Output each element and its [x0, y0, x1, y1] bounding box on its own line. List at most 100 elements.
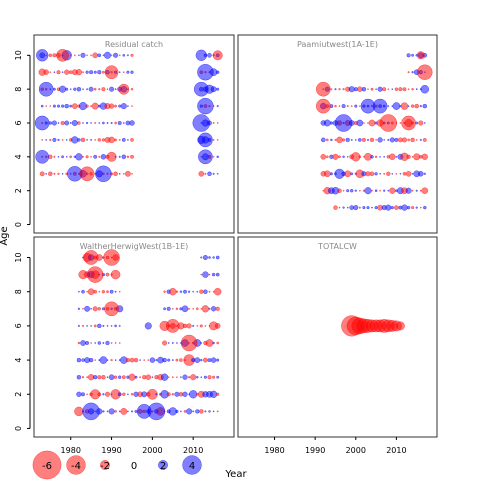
- residual-bubble: [71, 103, 78, 109]
- residual-bubble: [93, 324, 97, 328]
- residual-bubble: [202, 254, 208, 261]
- residual-bubble: [208, 256, 211, 259]
- residual-bubble: [207, 171, 212, 177]
- residual-bubble: [118, 104, 122, 108]
- residual-bubble: [329, 121, 334, 125]
- residual-bubble: [93, 289, 98, 294]
- residual-bubble: [77, 138, 81, 142]
- residual-bubble: [80, 137, 86, 143]
- residual-bubble: [383, 189, 386, 192]
- residual-bubble: [193, 81, 209, 97]
- residual-bubble: [49, 105, 52, 107]
- residual-bubble: [53, 172, 56, 175]
- residual-bubble: [98, 122, 101, 124]
- residual-bubble: [402, 87, 407, 92]
- residual-bubble: [368, 119, 376, 127]
- residual-bubble: [113, 52, 119, 58]
- residual-bubble: [45, 105, 48, 107]
- residual-bubble: [382, 87, 387, 92]
- residual-bubble: [82, 88, 84, 91]
- residual-bubble: [155, 359, 158, 362]
- x-tick-label: 2010: [386, 446, 406, 455]
- residual-bubble: [361, 137, 366, 142]
- residual-bubble: [364, 187, 372, 195]
- residual-bubble: [65, 155, 68, 158]
- residual-bubble: [399, 172, 402, 175]
- residual-bubble: [130, 154, 134, 159]
- residual-bubble: [122, 71, 125, 74]
- residual-bubble: [118, 324, 121, 327]
- residual-bubble: [52, 87, 56, 91]
- residual-bubble: [211, 272, 216, 277]
- residual-bubble: [406, 205, 411, 210]
- y-tick-label: 8: [14, 87, 23, 92]
- residual-bubble: [199, 324, 203, 328]
- residual-bubble: [103, 51, 112, 59]
- residual-bubble: [419, 206, 422, 209]
- residual-bubble: [65, 139, 68, 141]
- residual-bubble: [194, 357, 201, 363]
- residual-bubble: [61, 139, 64, 141]
- residual-bubble: [334, 114, 353, 132]
- residual-bubble: [346, 206, 349, 209]
- residual-bubble: [114, 155, 117, 158]
- residual-bubble: [136, 404, 152, 419]
- residual-bubble: [215, 306, 220, 311]
- residual-bubble: [196, 290, 199, 293]
- residual-bubble: [180, 376, 182, 379]
- residual-bubble: [162, 357, 167, 363]
- residual-bubble: [71, 119, 78, 127]
- residual-bubble: [61, 71, 64, 74]
- residual-bubble: [204, 410, 207, 413]
- residual-bubble: [395, 155, 398, 158]
- residual-bubble: [208, 273, 211, 276]
- residual-bubble: [400, 102, 409, 110]
- residual-bubble: [85, 104, 89, 108]
- residual-bubble: [90, 325, 92, 327]
- y-tick-label: 2: [14, 392, 23, 397]
- panel-4: TOTALCW 1980 1990 2000 2010: [237, 236, 438, 455]
- residual-bubble: [192, 114, 211, 132]
- residual-bubble: [315, 98, 331, 114]
- residual-bubble: [350, 138, 353, 141]
- legend-bubble: [100, 460, 110, 470]
- residual-bubble: [325, 138, 329, 142]
- residual-bubble: [320, 137, 326, 143]
- residual-bubble: [210, 357, 217, 363]
- residual-bubble: [406, 53, 411, 58]
- residual-bubble: [414, 103, 419, 109]
- residual-bubble: [120, 407, 128, 415]
- residual-bubble: [97, 307, 102, 311]
- residual-bubble: [387, 138, 390, 141]
- residual-bubble: [130, 393, 134, 396]
- panel-title: Paamiutwest(1A-1E): [297, 40, 378, 49]
- residual-bubble: [86, 54, 88, 57]
- residual-bubble: [386, 171, 391, 176]
- residual-bubble: [85, 70, 89, 74]
- residual-bubble: [358, 189, 361, 192]
- residual-bubble: [186, 408, 193, 415]
- residual-bubble: [176, 376, 178, 379]
- residual-bubble: [420, 84, 430, 94]
- residual-bubble: [114, 410, 117, 413]
- residual-bubble: [35, 149, 50, 164]
- residual-bubble: [82, 122, 84, 124]
- residual-bubble: [104, 65, 119, 80]
- residual-bubble: [212, 155, 215, 158]
- residual-bubble: [109, 86, 115, 92]
- residual-bubble: [163, 307, 167, 311]
- residual-bubble: [98, 290, 101, 293]
- residual-bubble: [64, 120, 70, 126]
- residual-bubble: [77, 307, 81, 310]
- residual-bubble: [197, 63, 214, 81]
- residual-bubble: [108, 136, 115, 144]
- residual-bubble: [73, 87, 77, 91]
- residual-bubble: [108, 103, 115, 109]
- residual-bubble: [389, 153, 396, 161]
- residual-bubble: [216, 410, 219, 413]
- residual-bubble: [64, 69, 70, 75]
- residual-bubble: [356, 119, 364, 127]
- y-tick-label: 10: [14, 252, 23, 262]
- residual-bubble: [418, 120, 424, 126]
- residual-bubble: [208, 307, 211, 310]
